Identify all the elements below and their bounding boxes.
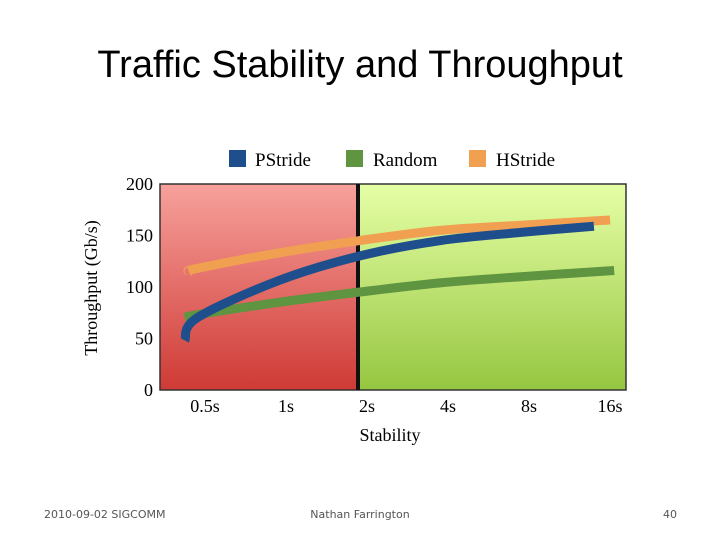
legend-label-random: Random	[373, 150, 438, 171]
x-tick-label: 1s	[278, 396, 294, 416]
series-line-pstride	[180, 221, 595, 343]
x-tick-label: 2s	[359, 396, 375, 416]
legend-label-pstride: PStride	[255, 150, 311, 171]
legend-swatch-pstride	[229, 150, 246, 167]
x-tick-label: 8s	[521, 396, 537, 416]
legend: PStride Random HStride	[229, 150, 555, 171]
y-tick-label: 100	[126, 277, 153, 297]
x-tick-label: 16s	[597, 396, 622, 416]
slide-number: 40	[663, 508, 677, 521]
legend-swatch-random	[346, 150, 363, 167]
y-tick-label: 50	[135, 329, 153, 349]
slide-title: Traffic Stability and Throughput	[97, 44, 623, 86]
series-line-hstride	[183, 215, 611, 276]
footer-date-venue: 2010-09-02 SIGCOMM	[44, 508, 166, 521]
x-tick-label: 0.5s	[190, 396, 220, 416]
footer-author: Nathan Farrington	[310, 508, 410, 521]
y-tick-label: 0	[144, 380, 153, 400]
x-tick-label: 4s	[440, 396, 456, 416]
x-axis-label: Stability	[359, 425, 420, 445]
plot-frame	[159, 183, 627, 391]
y-axis-label: Throughput (Gb/s)	[81, 220, 102, 355]
legend-swatch-hstride	[469, 150, 486, 167]
y-tick-label: 150	[126, 226, 153, 246]
y-tick-label: 200	[126, 174, 153, 194]
legend-label-hstride: HStride	[496, 150, 555, 171]
